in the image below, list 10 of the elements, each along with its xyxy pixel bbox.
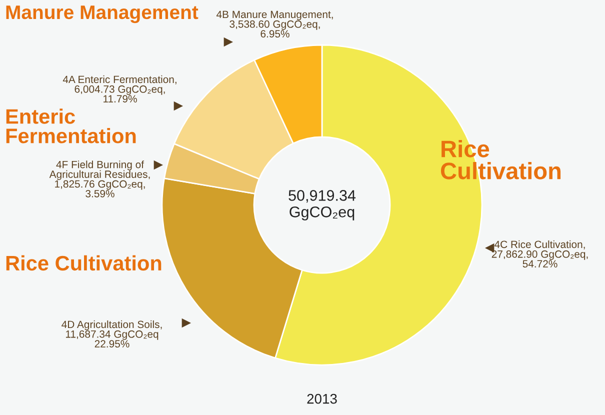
slice-label: 4A Enteric Fermentation, 6,004.73 GgCO₂eq, 11.79% [62, 75, 176, 103]
text: 50,919.34 GgCO₂eq [288, 190, 356, 220]
slice-label: 4C Rice Cultivation, 27,862.90 GgCO₂eq, 54.72% [492, 240, 588, 268]
slice-label: 4D Agricultation Soils, 11,687.34 GgCO₂eq 22.95% [62, 320, 162, 348]
slice-label: 4B Manure Manugement, 3,538.60 GgCO₂eq, 6.95% [216, 10, 333, 38]
slice-label: 4F Field Burning of Agriculturai Residues, 1,825.76 GgCO₂eq, 3.59% [49, 160, 150, 198]
text: Enteric Fermentation [6, 108, 136, 144]
text: 2013 [307, 394, 337, 404]
text: Manure Management [6, 6, 198, 24]
text: Rice Cultivation [6, 255, 162, 271]
